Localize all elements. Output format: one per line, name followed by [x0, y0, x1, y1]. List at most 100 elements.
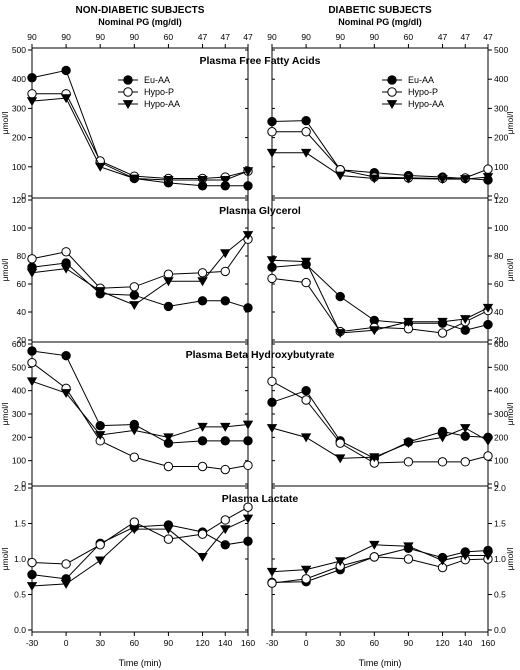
y-tick-label-left: 0.0: [14, 625, 26, 635]
y-axis-plasma-beta-hydroxybutyrate: 0 0 100 100 200 200 300 300 400 400 500 500 600 600 μm…: [0, 339, 515, 489]
series-hypo-p: [267, 376, 493, 468]
x-tick-label: 90: [404, 638, 414, 648]
data-point-hypo-p: [267, 127, 277, 137]
legend-label-hypo-p: Hypo-P: [408, 87, 438, 97]
nominal-pg-label: 90: [335, 32, 345, 42]
series-eu-aa: [267, 543, 493, 588]
data-point-hypo-p: [301, 127, 311, 137]
data-point-eu-aa: [483, 319, 493, 330]
nominal-pg-label: 47: [438, 32, 448, 42]
data-point-eu-aa: [267, 397, 277, 408]
series-hypo-p: [267, 127, 493, 184]
series-hypo-aa: [26, 94, 254, 185]
y-tick-label-right: 500: [494, 362, 508, 372]
nominal-pg-label: 90: [301, 32, 311, 42]
data-point-hypo-p: [27, 254, 37, 264]
data-point-hypo-p: [267, 376, 277, 387]
x-tick-label: 0: [304, 638, 309, 648]
y-tick-label-right: 300: [494, 103, 508, 113]
legend-label-eu-aa: Eu-AA: [408, 75, 434, 85]
nominal-pg-label: 90: [95, 32, 105, 42]
data-point-hypo-aa: [403, 542, 414, 552]
series-line-eu-aa: [31, 69, 248, 187]
series-line-hypo-aa: [272, 152, 489, 180]
legend-marker-hypo-p: [387, 87, 397, 97]
data-point-eu-aa: [335, 291, 345, 302]
y-tick-label-right: 600: [494, 339, 508, 349]
data-point-hypo-p: [197, 461, 208, 472]
group-title-diabetic: DIABETIC SUBJECTS: [328, 5, 432, 16]
data-point-eu-aa: [460, 431, 470, 441]
data-point-hypo-p: [301, 574, 311, 584]
y-axis-label-right: μmol/l: [505, 258, 515, 281]
data-point-hypo-p: [220, 464, 230, 475]
data-point-eu-aa: [220, 296, 230, 306]
y-tick-label-left: 300: [12, 103, 26, 113]
data-point-hypo-p: [95, 540, 105, 550]
y-tick-label-right: 400: [494, 74, 508, 84]
x-tick-label: 160: [241, 638, 255, 648]
data-point-hypo-aa: [403, 317, 414, 327]
legend-diabetic: Eu-AA Hypo-P Hypo-AA: [382, 75, 444, 109]
data-point-eu-aa: [95, 420, 105, 431]
nominal-pg-label: 60: [404, 32, 414, 42]
data-point-hypo-aa: [242, 231, 254, 240]
series-hypo-aa: [266, 256, 494, 338]
data-point-hypo-aa: [403, 439, 414, 449]
data-point-hypo-aa: [95, 556, 106, 566]
data-point-eu-aa: [163, 301, 174, 312]
panel-plasma-free-fatty-acids-non-diabetic: [26, 65, 254, 191]
data-point-hypo-p: [61, 559, 71, 569]
data-point-hypo-aa: [460, 315, 471, 324]
data-point-hypo-aa: [266, 424, 278, 433]
data-point-hypo-aa: [220, 176, 231, 185]
data-point-hypo-aa: [129, 301, 140, 310]
figure-footer: Time (min) Time (min): [119, 658, 402, 668]
chart-title-plasma-beta-hydroxybutyrate: Plasma Beta Hydroxybutyrate: [186, 349, 335, 361]
data-point-hypo-aa: [95, 431, 106, 440]
series-line-hypo-aa: [31, 234, 249, 306]
data-point-hypo-aa: [197, 277, 208, 287]
nominal-pg-label: 47: [461, 32, 471, 42]
data-point-hypo-aa: [460, 551, 471, 561]
series-hypo-aa: [26, 231, 254, 310]
series-eu-aa: [267, 259, 493, 335]
data-point-hypo-aa: [369, 174, 380, 184]
x-tick-label: -30: [26, 638, 39, 648]
data-point-hypo-p: [220, 515, 230, 525]
data-point-hypo-aa: [163, 176, 174, 185]
x-tick-label: 30: [95, 638, 105, 648]
y-axis-label-right: μmol/l: [505, 547, 515, 570]
y-axis-label-right: μmol/l: [505, 402, 515, 425]
nominal-pg-label: 90: [267, 32, 277, 42]
y-tick-label-right: 0.5: [494, 590, 506, 600]
series-line-eu-aa: [31, 524, 249, 580]
data-point-hypo-aa: [197, 552, 208, 562]
y-axis-plasma-free-fatty-acids: 0 0 100 100 200 200 300 300 400 400 500 500 μmol/l μm…: [0, 45, 515, 201]
y-tick-label-left: 0: [21, 479, 26, 489]
data-point-hypo-aa: [266, 148, 278, 158]
data-point-hypo-aa: [129, 174, 140, 184]
data-point-eu-aa: [267, 116, 277, 127]
panel-plasma-lactate-diabetic: -30 0 30 60 90 120 140 160: [266, 540, 495, 648]
data-point-hypo-aa: [369, 453, 380, 463]
data-point-hypo-p: [129, 452, 140, 462]
data-point-hypo-p: [403, 457, 414, 467]
nominal-pg-axis-diabetic: 90 90 90 90 60 47 47 47: [267, 32, 493, 48]
y-tick-label-left: 0: [21, 191, 26, 201]
data-point-hypo-aa: [482, 436, 494, 446]
series-hypo-aa: [26, 514, 254, 591]
data-point-hypo-p: [301, 277, 311, 288]
data-point-hypo-p: [163, 534, 174, 544]
y-tick-label-right: 200: [494, 133, 508, 143]
data-point-hypo-aa: [242, 420, 254, 430]
legend-label-eu-aa: Eu-AA: [144, 75, 170, 85]
data-point-hypo-p: [403, 554, 414, 564]
data-point-hypo-p: [129, 282, 140, 292]
panel-plasma-beta-hydroxybutyrate-non-diabetic: [26, 346, 254, 475]
data-point-hypo-aa: [300, 565, 312, 575]
nominal-pg-label: 47: [221, 32, 231, 42]
y-tick-label-right: 200: [494, 432, 508, 442]
data-point-hypo-p: [220, 266, 230, 277]
group-subtitle-diabetic: Nominal PG (mg/dl): [338, 17, 422, 27]
